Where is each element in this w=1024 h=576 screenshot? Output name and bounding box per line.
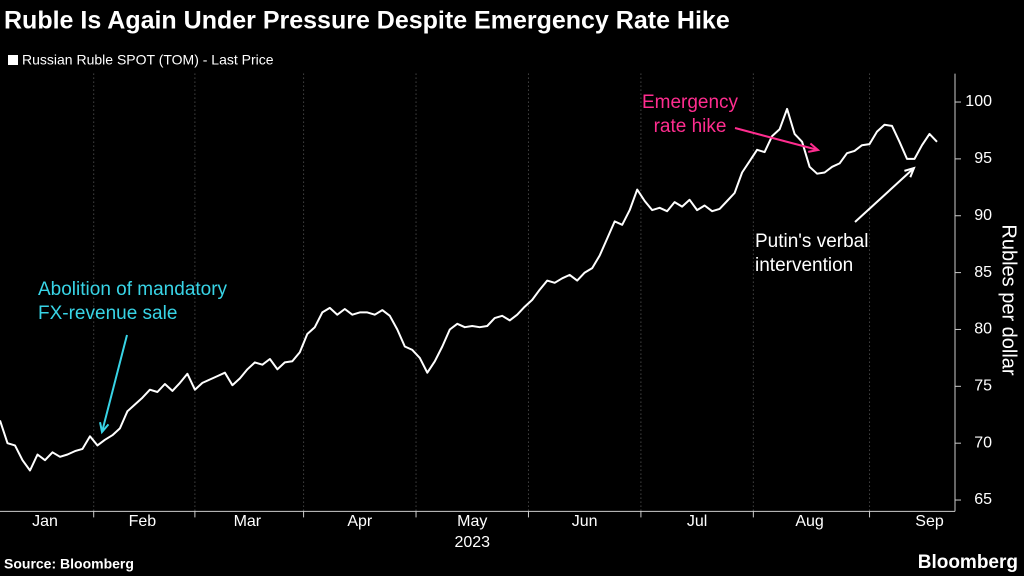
annotation-text: Putin's verbal (755, 231, 868, 252)
legend-label: Russian Ruble SPOT (TOM) - Last Price (22, 52, 274, 68)
source: Source: Bloomberg (4, 556, 134, 572)
arrow-head (99, 421, 110, 435)
y-tick-label: 100 (965, 93, 992, 110)
x-tick-label: May (457, 513, 487, 530)
x-tick-label: Feb (129, 513, 157, 530)
y-tick-label: 65 (974, 491, 992, 508)
line-series (0, 107, 938, 472)
y-tick-label: 75 (974, 378, 992, 395)
y-tick-label: 95 (974, 150, 992, 167)
x-tick-label: Aug (795, 513, 823, 530)
annotation-text: FX-revenue sale (38, 303, 177, 324)
x-tick-label: Jul (687, 513, 707, 530)
chart-title: Ruble Is Again Under Pressure Despite Em… (4, 7, 730, 35)
y-axis-label: Rubles per dollar (998, 224, 1020, 376)
y-tick-label: 80 (974, 321, 992, 338)
x-axis-label: 2023 (454, 534, 490, 551)
x-tick-label: Sep (915, 513, 944, 530)
annotation-arrow (854, 167, 915, 223)
annotation-text: Abolition of mandatory (38, 279, 228, 300)
x-tick-label: Jan (32, 513, 58, 530)
legend-swatch (8, 55, 18, 65)
y-tick-label: 90 (974, 207, 992, 224)
annotation-text: intervention (755, 255, 853, 276)
x-tick-label: Jun (572, 513, 598, 530)
arrow-head (904, 166, 916, 178)
arrow-head (807, 142, 821, 153)
annotation-arrow (101, 334, 128, 433)
x-tick-label: Apr (347, 513, 373, 530)
x-tick-label: Mar (234, 513, 262, 530)
brand: Bloomberg (918, 552, 1018, 573)
y-tick-label: 85 (974, 264, 992, 281)
annotation-arrow (734, 127, 819, 151)
annotation-text: rate hike (654, 116, 727, 137)
annotation-text: Emergency (642, 92, 739, 113)
y-tick-label: 70 (974, 434, 992, 451)
